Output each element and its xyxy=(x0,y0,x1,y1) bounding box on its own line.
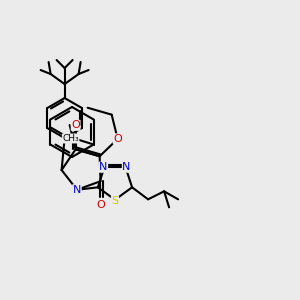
Text: N: N xyxy=(99,162,108,172)
Text: S: S xyxy=(111,196,118,206)
Text: O: O xyxy=(96,200,105,210)
Text: N: N xyxy=(122,162,131,172)
Text: CH₃: CH₃ xyxy=(62,134,79,143)
Text: O: O xyxy=(71,120,80,130)
Text: N: N xyxy=(73,185,81,195)
Text: O: O xyxy=(113,134,122,144)
